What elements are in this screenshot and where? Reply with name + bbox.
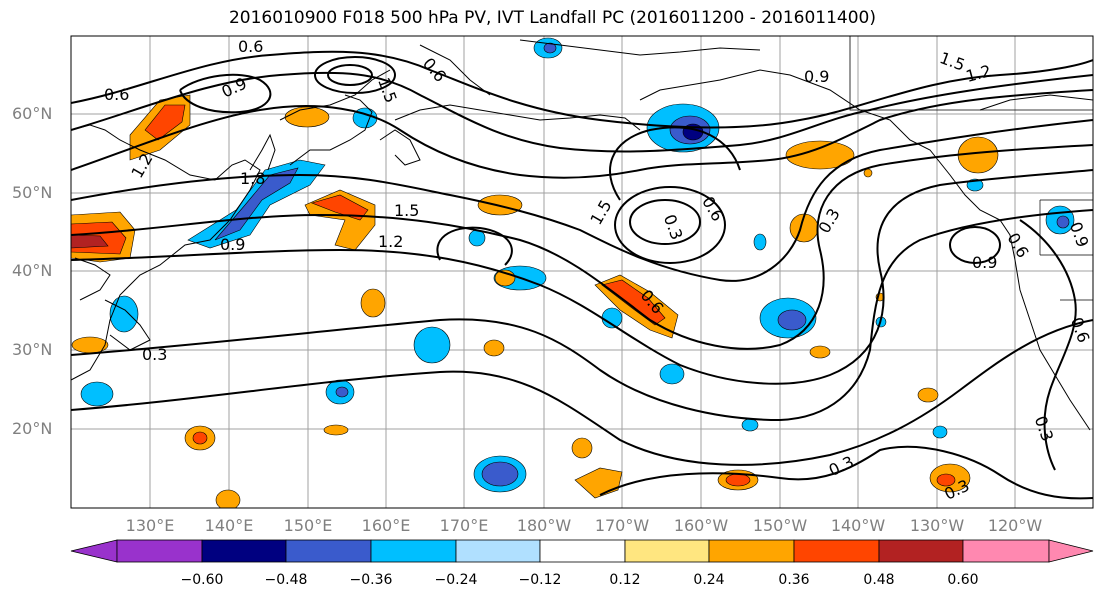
- colorbar-bin: [624, 539, 710, 563]
- lat-label: 20°N: [12, 419, 53, 438]
- graticule: [71, 36, 1093, 508]
- coastlines: [71, 36, 1093, 431]
- map-area: [71, 36, 1093, 508]
- colorbar-bin: [455, 539, 541, 563]
- lon-label: 130°W: [909, 516, 965, 535]
- colorbar-extend-high: [1048, 539, 1094, 563]
- lon-label: 140°E: [204, 516, 254, 535]
- colorbar-bin: [793, 539, 880, 563]
- colorbar-label: 0.12: [609, 572, 641, 588]
- colorbar-bin: [878, 539, 964, 563]
- lon-label: 180°W: [516, 516, 572, 535]
- colorbar-label: −0.12: [518, 572, 562, 588]
- contour-label: 1.8: [240, 169, 265, 188]
- contour-label: 1.2: [378, 232, 403, 251]
- colorbar-label: −0.36: [349, 572, 393, 588]
- lat-label: 60°N: [12, 104, 53, 123]
- colorbar-bin: [962, 539, 1050, 563]
- colorbar-label: −0.24: [434, 572, 478, 588]
- lat-label: 50°N: [12, 183, 53, 202]
- lon-label: 150°W: [752, 516, 808, 535]
- lon-label: 160°E: [361, 516, 411, 535]
- contour-label: 1.5: [394, 201, 419, 220]
- colorbar-bin: [708, 539, 795, 563]
- colorbar-label: 0.24: [693, 572, 725, 588]
- colorbar-label: −0.48: [264, 572, 308, 588]
- contour-label: 0.6: [238, 37, 263, 56]
- lat-label: 30°N: [12, 340, 53, 359]
- colorbar-bin: [116, 539, 203, 563]
- contour-label: 0.9: [972, 253, 997, 272]
- lon-label: 170°W: [594, 516, 650, 535]
- colorbar-bin: [285, 539, 372, 563]
- colorbar-bin: [201, 539, 287, 563]
- contour-label: 0.9: [220, 235, 245, 254]
- lon-label: 140°W: [830, 516, 886, 535]
- lon-label: 160°W: [673, 516, 729, 535]
- colorbar: [70, 539, 1094, 563]
- colorbar-bin: [370, 539, 457, 563]
- map-frame: [70, 35, 1094, 509]
- lon-label: 130°E: [125, 516, 175, 535]
- colorbar-bin: [539, 539, 626, 563]
- colorbar-label: 0.36: [778, 572, 810, 588]
- lon-label: 170°E: [439, 516, 489, 535]
- pv-contours: [71, 50, 1093, 500]
- map-title: 2016010900 F018 500 hPa PV, IVT Landfall…: [228, 8, 876, 28]
- contour-label: 0.6: [104, 85, 129, 104]
- colorbar-label: −0.60: [180, 572, 224, 588]
- lat-label: 40°N: [12, 261, 53, 280]
- lon-label: 120°W: [987, 516, 1043, 535]
- colorbar-extend-low: [70, 539, 118, 563]
- colorbar-label: 0.60: [947, 572, 979, 588]
- contour-label: 0.9: [804, 67, 829, 86]
- contour-label: 0.3: [142, 345, 167, 364]
- lon-label: 150°E: [283, 516, 333, 535]
- colorbar-label: 0.48: [863, 572, 895, 588]
